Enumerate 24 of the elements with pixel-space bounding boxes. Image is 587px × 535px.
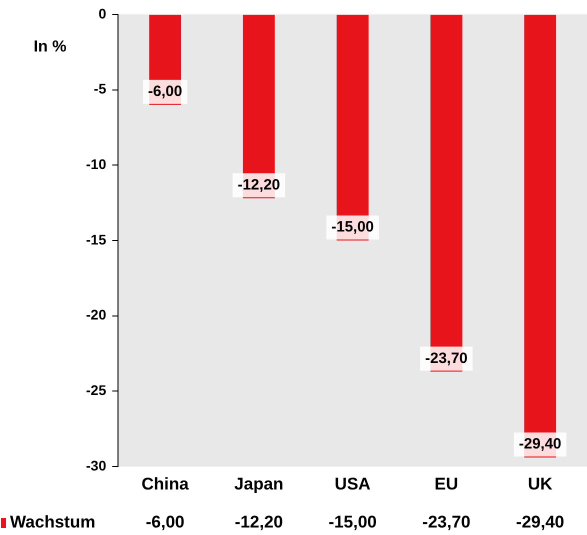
y-tick-label: -15 bbox=[86, 231, 106, 248]
y-tick-label: -25 bbox=[86, 382, 106, 398]
y-axis-title: In % bbox=[34, 38, 66, 56]
y-tick-label: -20 bbox=[86, 306, 106, 323]
x-tick-label: USA bbox=[334, 474, 371, 494]
data-label: -6,00 bbox=[146, 512, 184, 532]
x-tick-label: UK bbox=[528, 474, 554, 494]
y-tick-label: -10 bbox=[86, 156, 106, 172]
data-label: -12,20 bbox=[234, 512, 283, 532]
text: -29,40 bbox=[518, 436, 562, 453]
data-label: -23,70 bbox=[422, 512, 470, 532]
y-tick-label: 0 bbox=[98, 5, 106, 22]
x-tick-label: China bbox=[141, 474, 190, 494]
text: -6,00 bbox=[148, 82, 182, 100]
legend-label: Wachstum bbox=[10, 512, 96, 532]
text: -23,70 bbox=[425, 350, 468, 367]
y-tick-label: -5 bbox=[94, 80, 106, 97]
data-label: -29,40 bbox=[516, 512, 564, 532]
x-tick-label: Japan bbox=[234, 474, 284, 494]
text: -12,20 bbox=[238, 176, 280, 194]
x-tick-label: EU bbox=[434, 474, 458, 494]
y-tick-label: -30 bbox=[86, 457, 106, 474]
data-label: -15,00 bbox=[328, 512, 377, 532]
text: -15,00 bbox=[331, 218, 374, 236]
